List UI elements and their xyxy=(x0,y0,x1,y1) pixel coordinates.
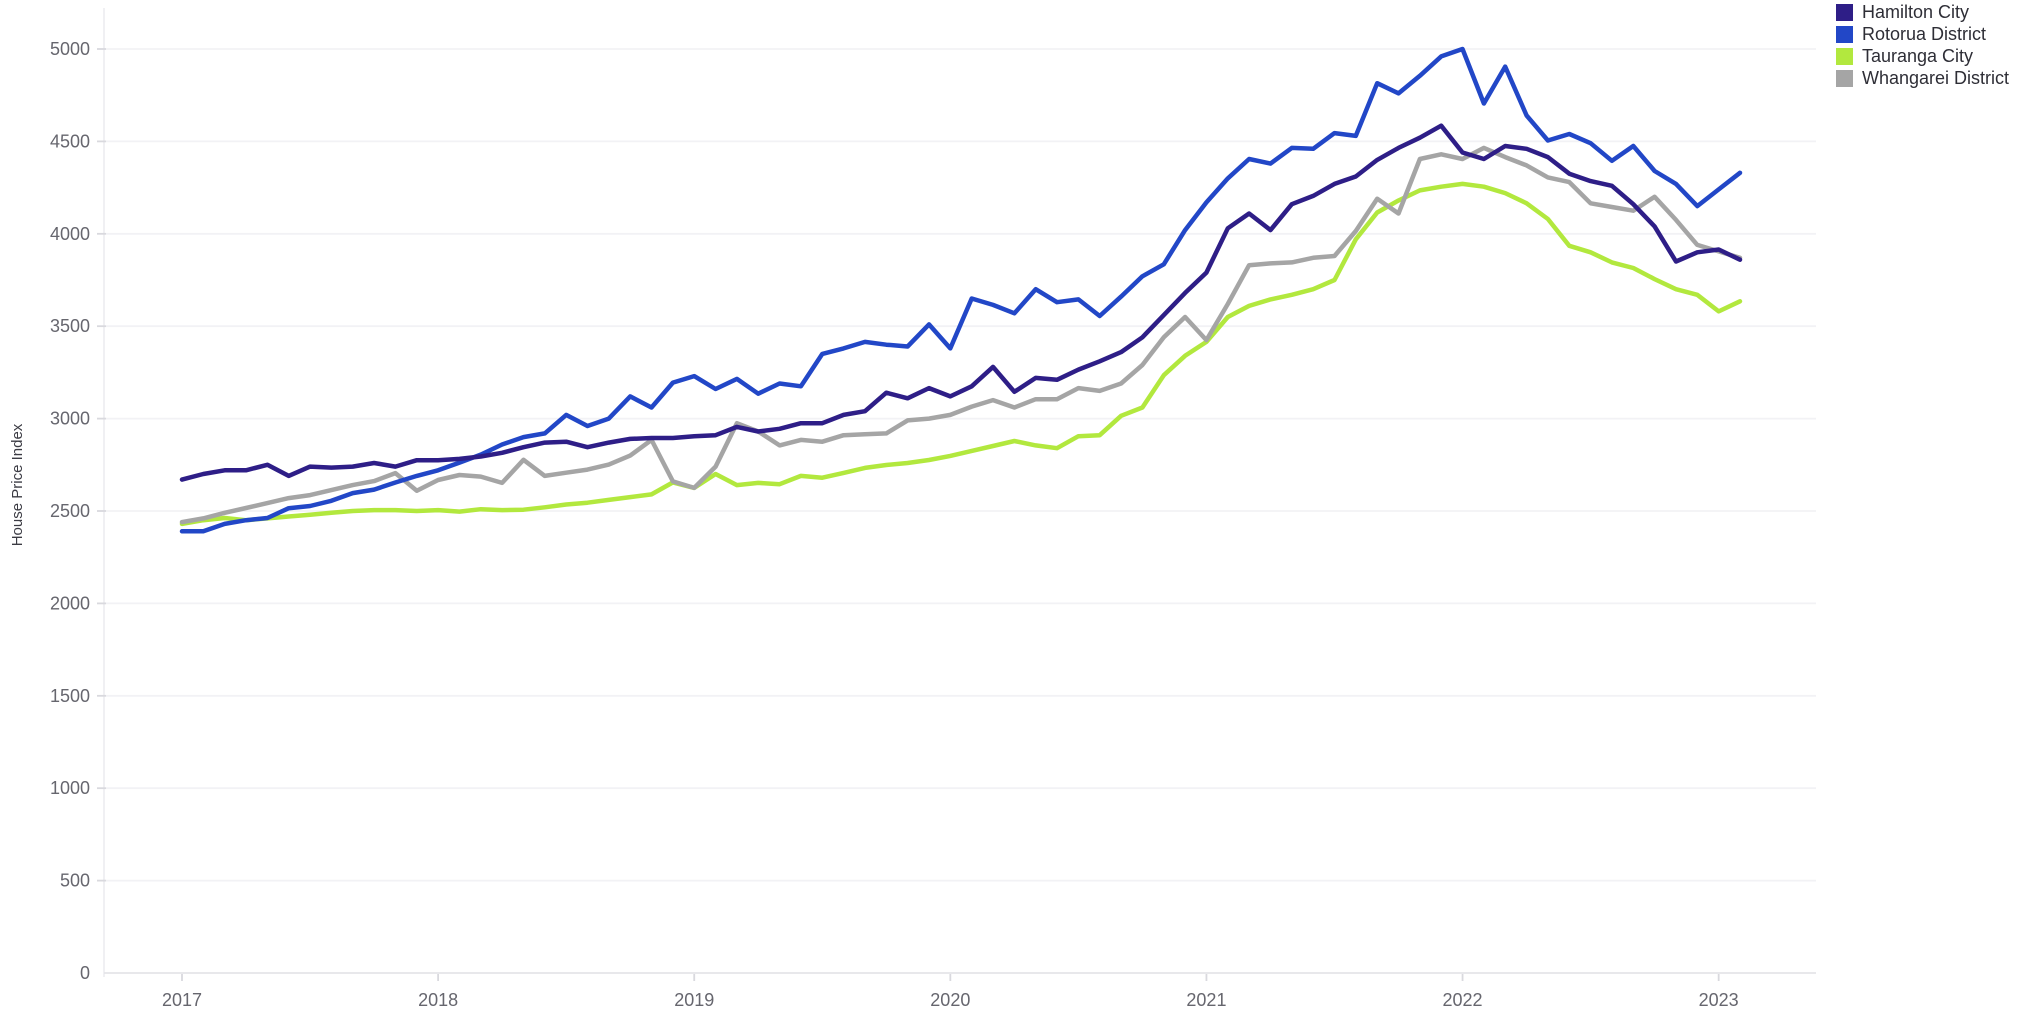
series-line-hamilton-city[interactable] xyxy=(179,123,1743,482)
y-axis-title: House Price Index xyxy=(9,423,26,546)
legend-label: Tauranga City xyxy=(1862,46,1974,66)
y-tick-label: 4000 xyxy=(50,224,90,244)
legend-item-rotorua-district[interactable]: Rotorua District xyxy=(1836,25,2009,43)
y-tick-label: 500 xyxy=(60,871,90,891)
legend-item-hamilton-city[interactable]: Hamilton City xyxy=(1836,3,2009,21)
y-tick-label: 0 xyxy=(80,963,90,983)
legend-color-swatch xyxy=(1836,3,1853,21)
y-tick-label: 1000 xyxy=(50,778,90,798)
legend-item-tauranga-city[interactable]: Tauranga City xyxy=(1836,47,2009,65)
legend-color-swatch xyxy=(1836,25,1853,43)
x-tick-label: 2017 xyxy=(162,990,202,1010)
legend-label: Hamilton City xyxy=(1862,2,1970,22)
legend-item-whangarei-district[interactable]: Whangarei District xyxy=(1836,69,2009,87)
series-line-tauranga-city[interactable] xyxy=(179,181,1743,527)
y-tick-label: 2000 xyxy=(50,593,90,613)
y-tick-label: 2500 xyxy=(50,501,90,521)
x-tick-label: 2022 xyxy=(1443,990,1483,1010)
y-tick-label: 4500 xyxy=(50,131,90,151)
x-tick-label: 2020 xyxy=(930,990,970,1010)
legend-label: Whangarei District xyxy=(1862,68,2010,88)
series-line-whangarei-district[interactable] xyxy=(179,145,1743,525)
x-tick-label: 2018 xyxy=(418,990,458,1010)
y-tick-label: 3000 xyxy=(50,409,90,429)
y-tick-label: 1500 xyxy=(50,686,90,706)
legend-label: Rotorua District xyxy=(1862,24,1987,44)
y-tick-label: 5000 xyxy=(50,39,90,59)
legend-color-swatch xyxy=(1836,47,1853,65)
x-tick-label: 2019 xyxy=(674,990,714,1010)
legend: Hamilton City Rotorua District Tauranga Ci… xyxy=(1836,3,2009,87)
legend-color-swatch xyxy=(1836,69,1853,87)
x-tick-label: 2023 xyxy=(1699,990,1739,1010)
y-tick-label: 3500 xyxy=(50,316,90,336)
x-tick-label: 2021 xyxy=(1186,990,1226,1010)
series-line-rotorua-district[interactable] xyxy=(179,46,1743,534)
